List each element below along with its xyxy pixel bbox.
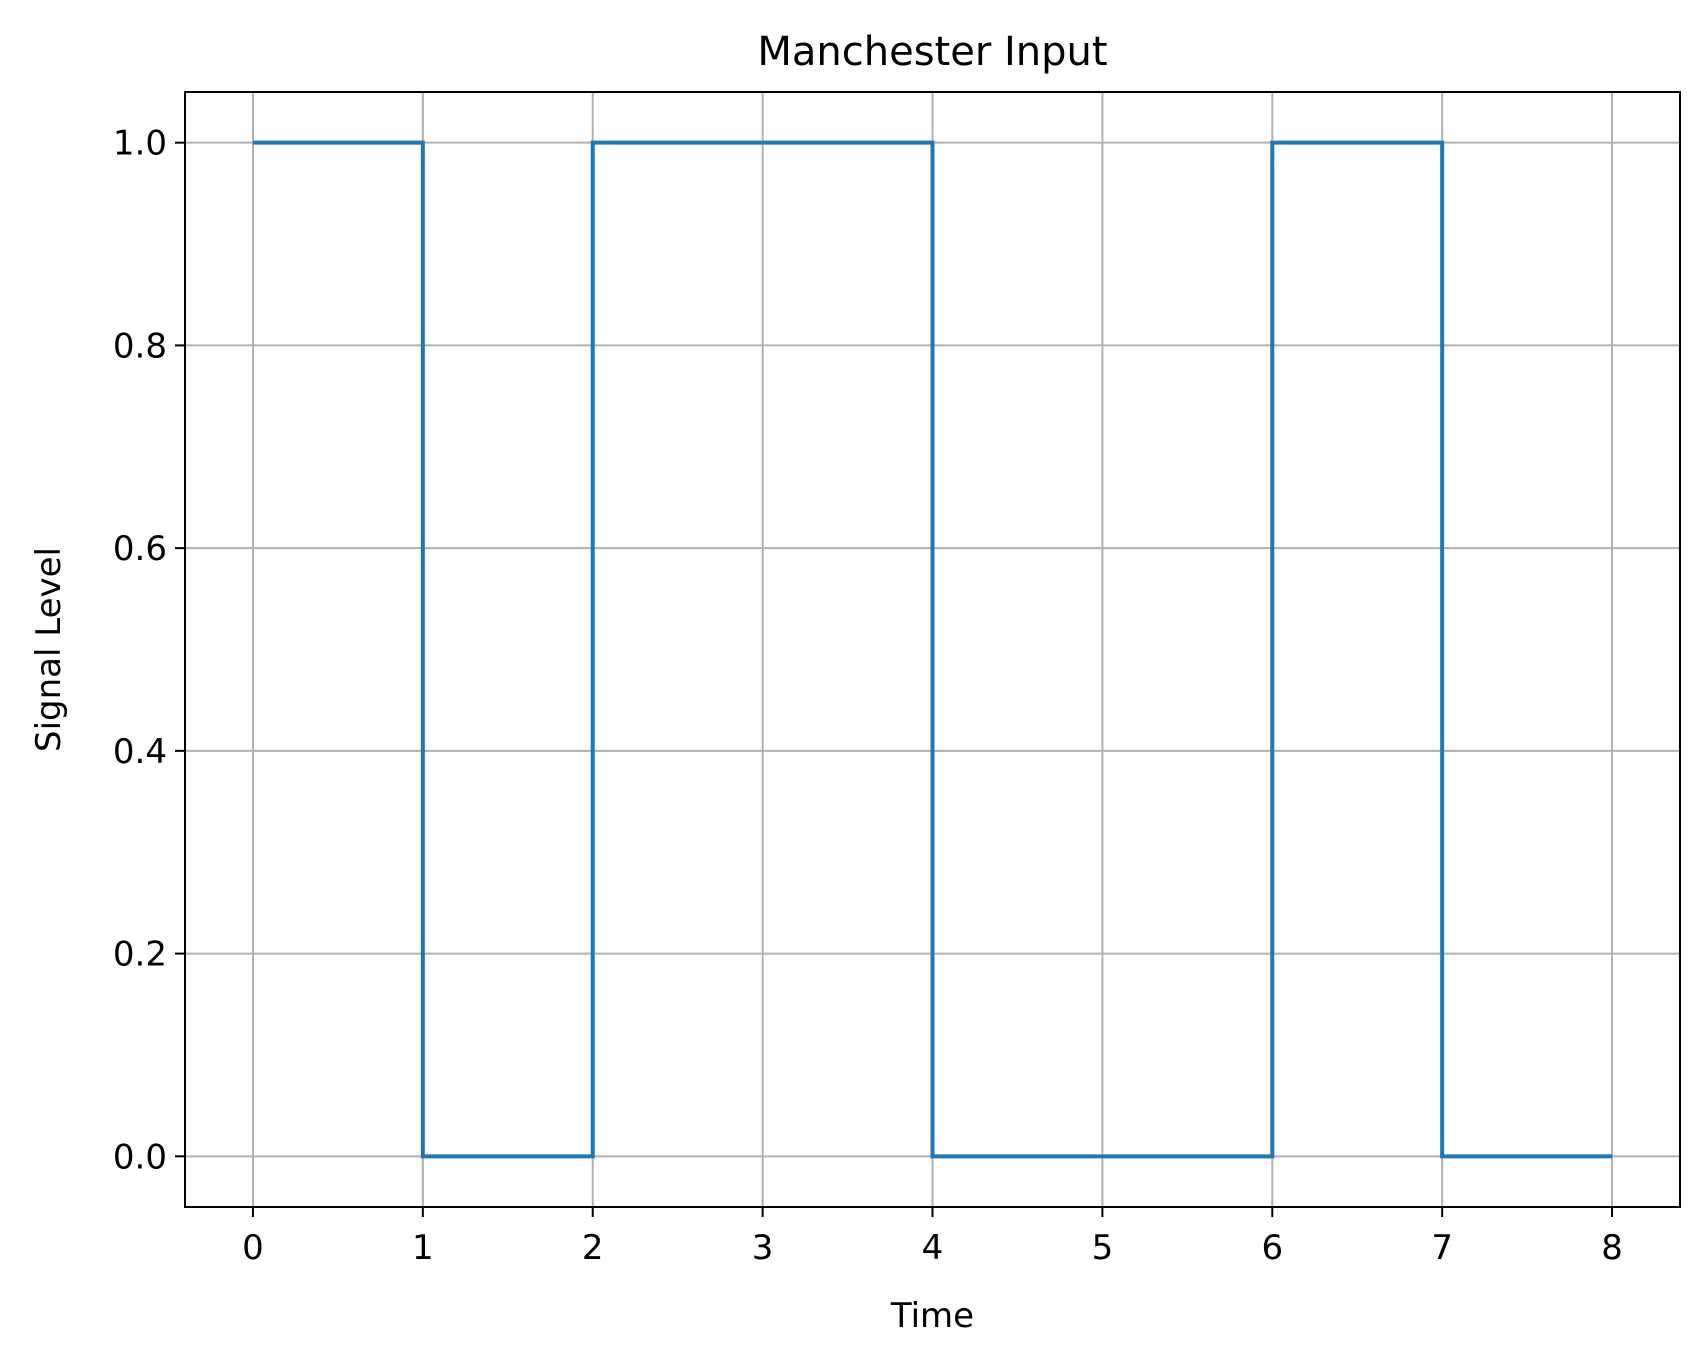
x-tick-label: 7 — [1431, 1228, 1453, 1268]
x-tick-label: 6 — [1261, 1228, 1283, 1268]
x-tick-label: 8 — [1601, 1228, 1623, 1268]
series-layer — [252, 140, 1613, 1159]
y-tick-label: 0.6 — [113, 529, 167, 569]
x-tick-label: 3 — [752, 1228, 774, 1268]
y-tick-label: 1.0 — [113, 124, 167, 164]
y-tick-label: 0.4 — [113, 732, 167, 772]
y-tick-label: 0.8 — [113, 326, 167, 366]
series-line — [252, 140, 1613, 1159]
y-axis-label: Signal Level — [29, 547, 69, 752]
x-tick-label: 5 — [1092, 1228, 1114, 1268]
x-tick-label: 1 — [412, 1228, 434, 1268]
y-tick-label: 0.2 — [113, 935, 167, 975]
x-tick-label: 0 — [242, 1228, 264, 1268]
ticks: 0 1 2 3 4 5 6 7 8 0.0 0.2 0.4 0.6 0.8 1.0 — [113, 124, 1623, 1268]
y-tick-label: 0.0 — [113, 1137, 167, 1177]
x-axis-label: Time — [890, 1296, 974, 1336]
chart-title: Manchester Input — [757, 29, 1107, 75]
x-tick-label: 2 — [582, 1228, 604, 1268]
x-tick-label: 4 — [922, 1228, 944, 1268]
